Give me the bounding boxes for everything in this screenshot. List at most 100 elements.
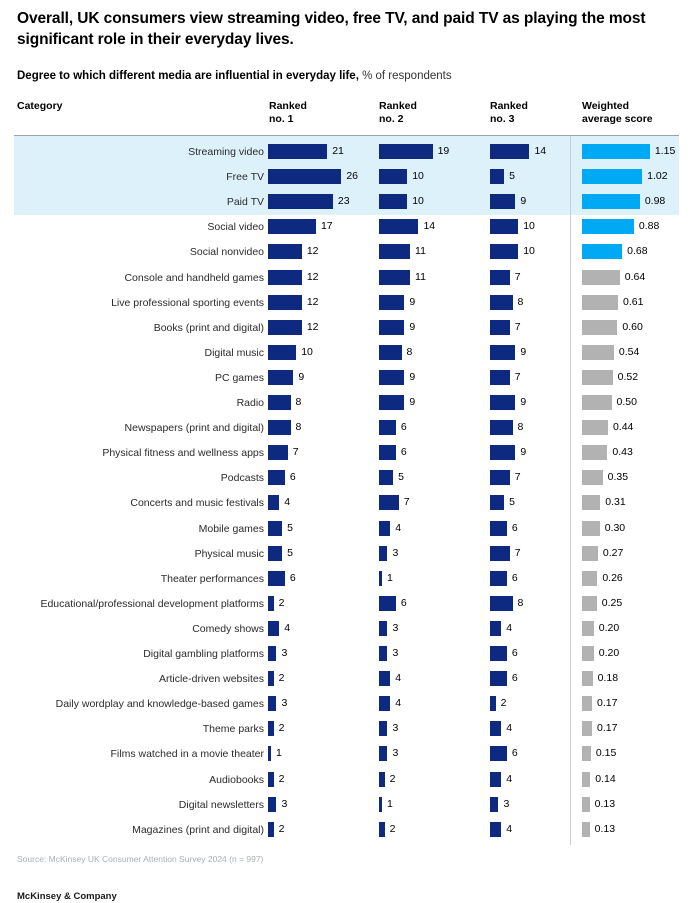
weighted-average-bar [582,746,591,762]
row-category-label: PC games [214,371,264,384]
weighted-average-bar [582,144,650,159]
ranked-3-bar [490,194,516,210]
row-category-label: Theater performances [160,572,264,585]
table-row: Books (print and digital) 12 9 7 0.60 [0,318,693,343]
weighted-average-value: 0.98 [644,195,666,208]
table-row: Films watched in a movie theater 1 3 6 0.15 [0,744,693,769]
weighted-average-bar [582,169,643,185]
ranked-3-value: 6 [511,571,518,584]
ranked-2-value: 9 [409,320,416,333]
ranked-2-bar [379,319,405,335]
row-category-label: Audiobooks [209,773,264,786]
row-category-label: Films watched in a movie theater [110,748,264,761]
ranked-2-bar [379,219,419,235]
ranked-1-value: 6 [289,471,296,484]
column-header-category: Category [17,100,63,112]
ranked-2-bar [379,570,382,586]
ranked-1-bar [268,294,302,310]
ranked-3-bar [490,696,496,712]
ranked-1-value: 12 [306,270,319,283]
row-category-label: Streaming video [188,146,264,158]
weighted-average-value: 0.43 [612,446,633,459]
ranked-3-value: 4 [506,621,513,634]
table-row: Digital newsletters 3 1 3 0.13 [0,795,693,820]
ranked-1-bar [268,344,297,360]
row-category-label: Magazines (print and digital) [132,823,264,836]
ranked-1-value: 8 [295,396,302,408]
table-row: Theme parks 2 3 4 0.17 [0,719,693,744]
table-row: PC games 9 9 7 0.52 [0,368,693,393]
weighted-average-bar [582,520,600,536]
ranked-3-value: 6 [511,747,518,760]
weighted-average-value: 0.61 [622,295,644,308]
subhead-light: % of respondents [358,70,452,82]
ranked-3-bar [490,570,507,586]
ranked-2-value: 6 [400,421,407,434]
row-category-label: Free TV [226,171,264,184]
row-category-label: Digital music [204,346,264,359]
ranked-2-bar [379,395,405,410]
ranked-3-bar [490,294,513,310]
weighted-average-bar [582,671,593,687]
row-category-label: Mobile games [198,522,264,535]
ranked-1-bar [268,420,291,436]
ranked-3-bar [490,144,530,159]
ranked-3-bar [490,445,516,461]
weighted-average-bar [582,721,593,737]
row-category-label: Educational/professional development pla… [40,597,264,610]
ranked-1-bar [268,244,302,260]
ranked-1-bar [268,319,302,335]
table-row: Physical fitness and wellness apps 7 6 9 0.4… [0,443,693,468]
ranked-1-value: 9 [298,370,305,383]
ranked-3-bar [490,344,516,360]
ranked-2-value: 4 [395,672,402,685]
table-row: Console and handheld games 12 11 7 0.64 [0,268,693,293]
ranked-1-value: 12 [306,295,319,308]
ranked-3-bar [490,470,510,486]
column-divider [570,136,571,845]
weighted-average-bar [582,420,608,436]
ranked-2-bar [379,520,391,536]
weighted-average-value: 0.31 [605,496,626,509]
weighted-average-bar [582,294,618,310]
weighted-average-bar [582,194,640,210]
ranked-3-bar [490,244,519,260]
weighted-average-value: 0.17 [597,697,618,710]
subhead-strong: Degree to which different media are infl… [17,70,359,82]
ranked-2-bar [379,369,405,385]
ranked-2-value: 6 [400,596,407,609]
ranked-2-bar [379,821,385,837]
ranked-1-value: 4 [284,496,291,509]
ranked-1-value: 3 [281,797,288,810]
ranked-3-value: 6 [511,672,518,685]
ranked-3-value: 5 [509,170,515,183]
ranked-1-value: 2 [278,772,285,785]
table-row: Article-driven websites 2 4 6 0.18 [0,669,693,694]
ranked-1-bar [268,445,288,461]
ranked-3-bar [490,620,502,636]
source-note: Source: McKinsey UK Consumer Attention S… [17,854,264,864]
ranked-3-value: 10 [523,220,535,233]
ranked-2-bar [379,470,394,486]
ranked-3-value: 14 [534,145,547,157]
row-category-label: Theme parks [202,723,264,736]
column-header-ranked-2: Ranked no. 2 [379,100,417,125]
ranked-3-bar [490,821,502,837]
weighted-average-bar [582,796,590,812]
weighted-average-value: 0.25 [601,596,623,609]
ranked-2-bar [379,420,396,436]
ranked-2-bar [379,445,396,461]
ranked-2-value: 10 [412,195,424,208]
ranked-2-value: 5 [398,471,404,484]
ranked-2-value: 9 [409,370,416,383]
ranked-3-value: 7 [514,270,521,283]
ranked-1-bar [268,395,291,410]
ranked-1-value: 2 [278,822,285,835]
weighted-average-value: 1.15 [654,145,676,157]
weighted-average-bar [582,771,591,787]
ranked-2-bar [379,294,405,310]
ranked-3-value: 5 [509,496,515,509]
ranked-2-value: 9 [409,295,416,308]
ranked-1-value: 2 [278,672,285,685]
table-row: Comedy shows 4 3 4 0.20 [0,619,693,644]
